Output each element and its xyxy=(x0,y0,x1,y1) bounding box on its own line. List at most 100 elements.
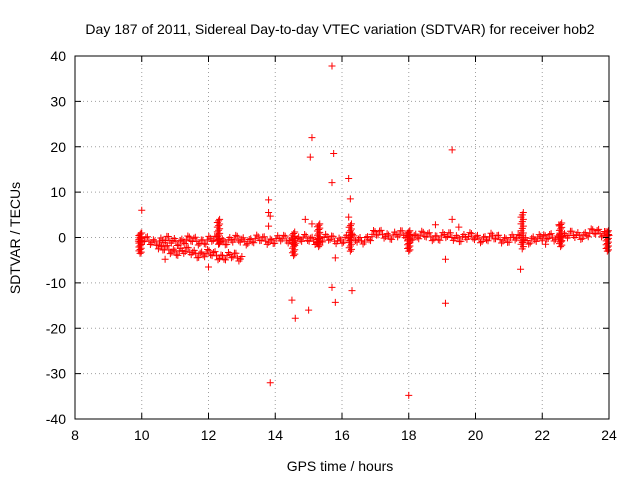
band-point xyxy=(358,237,366,245)
band-point xyxy=(383,230,391,238)
band-point xyxy=(437,232,445,240)
band-point xyxy=(549,234,557,242)
band-point xyxy=(529,233,537,241)
band-point xyxy=(469,234,477,242)
band-point xyxy=(492,235,500,243)
outlier-point xyxy=(161,255,169,263)
band-point xyxy=(155,237,163,245)
band-point xyxy=(329,232,337,240)
outlier-point xyxy=(448,215,456,223)
band-point xyxy=(415,235,423,243)
band-point xyxy=(194,241,202,249)
band-point xyxy=(156,241,164,249)
band-point xyxy=(227,254,235,262)
band-point xyxy=(446,229,454,237)
outlier-point xyxy=(138,206,146,214)
band-point xyxy=(229,253,237,261)
band-point xyxy=(424,230,432,238)
band-point xyxy=(425,229,433,237)
band-point xyxy=(221,256,229,264)
outlier-point xyxy=(517,265,525,273)
outlier-point xyxy=(555,221,563,229)
band-point xyxy=(546,231,554,239)
band-point xyxy=(377,226,385,234)
band-point xyxy=(181,240,189,248)
spike-point xyxy=(315,221,323,229)
band-point xyxy=(173,241,181,249)
band-point xyxy=(466,229,474,237)
outlier-point xyxy=(308,220,316,228)
band-point xyxy=(540,231,548,239)
x-tick-label: 12 xyxy=(201,427,217,443)
band-point xyxy=(544,234,552,242)
band-point xyxy=(205,232,213,240)
outlier-point xyxy=(308,134,316,142)
band-point xyxy=(230,235,238,243)
outlier-point xyxy=(138,229,146,237)
band-point xyxy=(195,253,203,261)
band-point xyxy=(278,235,286,243)
band-point xyxy=(223,252,231,260)
band-point xyxy=(476,239,484,247)
outlier-point xyxy=(265,222,273,230)
band-point xyxy=(487,229,495,237)
band-point xyxy=(382,233,390,241)
band-point xyxy=(419,228,427,236)
band-point xyxy=(416,231,424,239)
band-point xyxy=(307,234,315,242)
band-point xyxy=(457,237,465,245)
outlier-point xyxy=(265,209,273,217)
band-point xyxy=(568,227,576,235)
outlier-point xyxy=(306,153,314,161)
band-point xyxy=(464,232,472,240)
band-point xyxy=(239,234,247,242)
band-point xyxy=(478,237,486,245)
band-point xyxy=(271,239,279,247)
band-point xyxy=(268,236,276,244)
outlier-point xyxy=(448,146,456,154)
band-point xyxy=(174,251,182,259)
band-point xyxy=(486,233,494,241)
band-point xyxy=(495,231,503,239)
band-point xyxy=(257,236,265,244)
x-tick-label: 24 xyxy=(601,427,617,443)
band-point xyxy=(418,227,426,235)
x-tick-label: 22 xyxy=(534,427,550,443)
outlier-point xyxy=(348,287,356,295)
band-point xyxy=(220,237,228,245)
band-point xyxy=(525,240,533,248)
band-point xyxy=(371,228,379,236)
outlier-point xyxy=(205,263,212,271)
band-point xyxy=(367,237,375,245)
y-axis-label: SDTVAR / TECUs xyxy=(7,182,23,294)
band-point xyxy=(142,234,150,242)
band-point xyxy=(184,232,192,240)
chart-title: Day 187 of 2011, Sidereal Day-to-day VTE… xyxy=(85,21,594,37)
spike-point xyxy=(216,215,224,223)
band-point xyxy=(149,236,157,244)
spike-point xyxy=(604,227,612,235)
band-point xyxy=(148,239,156,247)
band-point xyxy=(209,236,217,244)
band-point xyxy=(223,240,231,248)
band-point xyxy=(242,241,250,249)
outlier-point xyxy=(301,215,309,223)
spike-point xyxy=(405,228,413,236)
band-point xyxy=(172,237,180,245)
y-tick-label: 20 xyxy=(50,139,66,155)
band-point xyxy=(176,237,184,245)
band-point xyxy=(577,235,585,243)
band-point xyxy=(233,232,241,240)
band-point xyxy=(168,248,176,256)
band-point xyxy=(204,246,212,254)
outlier-point xyxy=(330,150,338,158)
band-point xyxy=(514,231,522,239)
band-point xyxy=(325,236,333,244)
outlier-point xyxy=(345,213,353,221)
band-point xyxy=(334,237,342,245)
band-point xyxy=(232,231,240,239)
outlier-point xyxy=(328,283,336,291)
band-point xyxy=(356,234,364,242)
spike-point xyxy=(346,222,354,230)
band-point xyxy=(182,236,190,244)
